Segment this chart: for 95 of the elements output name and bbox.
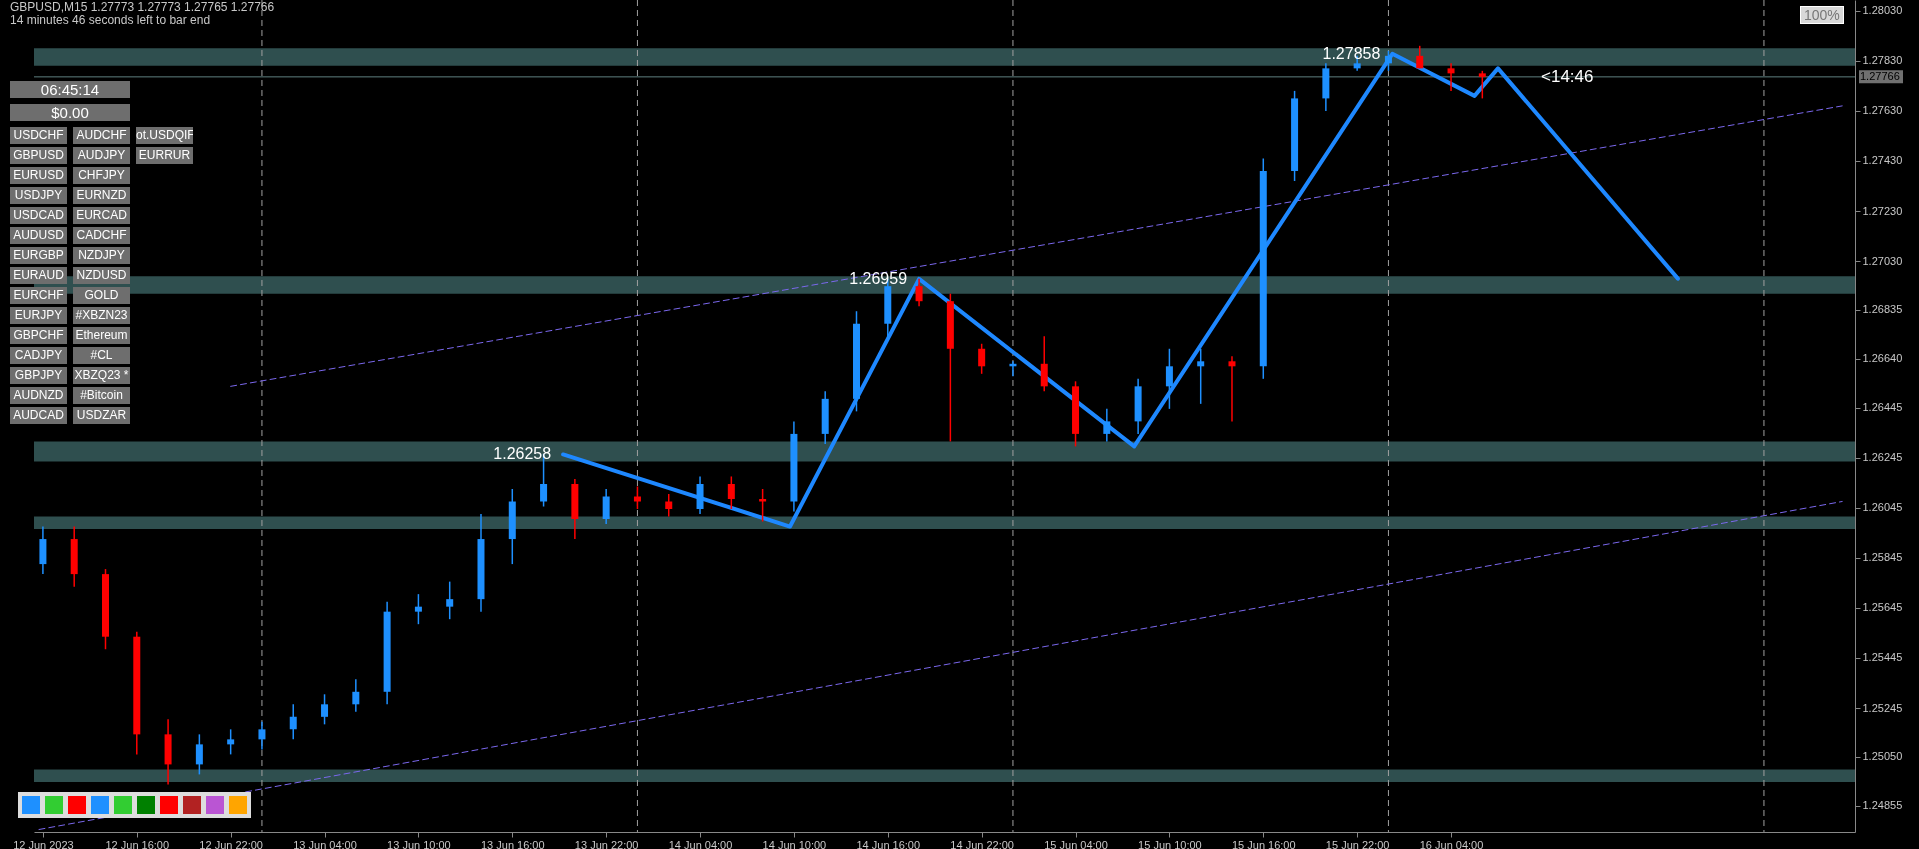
button: EURAUD (10, 267, 67, 284)
x-tick-label: 12 Jun 2023 (13, 838, 74, 849)
candlestick (1478, 70, 1486, 100)
y-tick-label: 1.26445 (1862, 401, 1903, 414)
candlestick (1165, 348, 1173, 410)
annotation: 1.27858 (1322, 44, 1381, 62)
y-tick-label: 1.27030 (1862, 254, 1903, 267)
button: GBPUSD (10, 147, 67, 164)
candlestick (759, 488, 767, 523)
candlestick (289, 703, 297, 741)
x-tick-label: 16 Jun 04:00 (1419, 838, 1484, 849)
button: EURCHF (10, 287, 67, 304)
button: EURNZD (73, 187, 130, 204)
y-tick-label: 1.27230 (1862, 204, 1903, 217)
button: AUDNZD (10, 387, 67, 404)
y-tick-label: 1.27630 (1862, 104, 1903, 117)
button: EURJPY (10, 307, 67, 324)
annotation: 1.26258 (493, 445, 552, 463)
button: EURGBP (10, 247, 67, 264)
candlestick (602, 488, 610, 525)
button: AUDCHF (73, 127, 130, 144)
button: USDZAR (73, 407, 130, 424)
text-field: 06:45:14 (10, 81, 130, 98)
y-tick-label: 1.25845 (1862, 551, 1903, 564)
candlestick (1040, 335, 1048, 393)
x-tick-label: 14 Jun 22:00 (950, 838, 1014, 849)
x-tick-label: 13 Jun 04:00 (293, 838, 357, 849)
text-field: $0.00 (10, 104, 130, 121)
candlestick (321, 693, 329, 726)
button: CHFJPY (73, 167, 130, 184)
button: EURRUR (136, 147, 193, 164)
button: NZDUSD (73, 267, 130, 284)
y-tick-label: 1.25645 (1862, 601, 1903, 614)
candlestick (1103, 408, 1111, 443)
x-tick-label: 15 Jun 10:00 (1138, 838, 1202, 849)
y-tick-label: 1.28030 (1862, 4, 1903, 17)
button: #Bitcoin (73, 387, 130, 404)
button: CADJPY (10, 347, 67, 364)
ref-line-label: 1.27766 (1860, 69, 1900, 82)
button: XBZQ23 * (73, 367, 130, 384)
y-tick-label: 1.26045 (1862, 501, 1903, 514)
x-tick-label: 13 Jun 22:00 (574, 838, 639, 849)
y-tick-label: 1.24855 (1862, 799, 1903, 812)
candlestick (1228, 355, 1236, 423)
button: USDCHF (10, 127, 67, 144)
candlestick (227, 728, 235, 756)
x-tick-label: 15 Jun 22:00 (1325, 838, 1390, 849)
button: USDJPY (10, 187, 67, 204)
candlestick (258, 721, 266, 751)
button: AUDUSD (10, 227, 67, 244)
annotation: 100% (1800, 6, 1844, 24)
candlestick (352, 678, 360, 713)
x-tick-label: 13 Jun 10:00 (387, 838, 451, 849)
button: EURCAD (73, 207, 130, 224)
x-tick-label: 14 Jun 16:00 (856, 838, 921, 849)
y-tick-label: 1.25445 (1862, 651, 1903, 664)
x-tick-label: 14 Jun 10:00 (762, 838, 827, 849)
button: CADCHF (73, 227, 130, 244)
candlestick (727, 475, 735, 510)
candlestick (665, 493, 673, 518)
button: GBPJPY (10, 367, 67, 384)
y-tick-label: 1.26245 (1862, 451, 1903, 464)
button: NZDJPY (73, 247, 130, 264)
button: #CL (73, 347, 130, 364)
x-tick-label: 12 Jun 22:00 (199, 838, 263, 849)
chart-title: GBPUSD,M15 1.27773 1.27773 1.27765 1.27766 (10, 0, 275, 14)
text: 14 minutes 46 seconds left to bar end (10, 13, 212, 27)
button: EURUSD (10, 167, 67, 184)
x-tick-label: 15 Jun 16:00 (1231, 838, 1296, 849)
candlestick (1197, 348, 1205, 405)
y-tick-label: 1.27830 (1862, 54, 1903, 67)
x-tick-label: 12 Jun 16:00 (105, 838, 170, 849)
candlestick (633, 485, 641, 510)
candlestick (915, 277, 923, 307)
y-tick-label: 1.27430 (1862, 154, 1903, 167)
button: AUDCAD (10, 407, 67, 424)
button: AUDJPY (73, 147, 130, 164)
y-tick-label: 1.25245 (1862, 701, 1903, 714)
button: GOLD (73, 287, 130, 304)
candlestick (1447, 62, 1455, 92)
x-tick-label: 15 Jun 04:00 (1044, 838, 1108, 849)
button: USDCAD (10, 207, 67, 224)
candlestick (978, 343, 986, 375)
candlestick (195, 733, 203, 776)
x-tick-label: 13 Jun 16:00 (480, 838, 545, 849)
button: Ethereum (73, 327, 130, 344)
button: GBPCHF (10, 327, 67, 344)
candlestick (414, 593, 422, 625)
y-tick-label: 1.25050 (1862, 750, 1903, 763)
candlestick (446, 580, 454, 620)
button: #XBZN23 (73, 307, 130, 324)
y-tick-label: 1.26835 (1862, 303, 1903, 316)
x-tick-label: 14 Jun 04:00 (668, 838, 733, 849)
annotation: <14:46 (1541, 66, 1594, 86)
y-tick-label: 1.26640 (1862, 352, 1903, 365)
